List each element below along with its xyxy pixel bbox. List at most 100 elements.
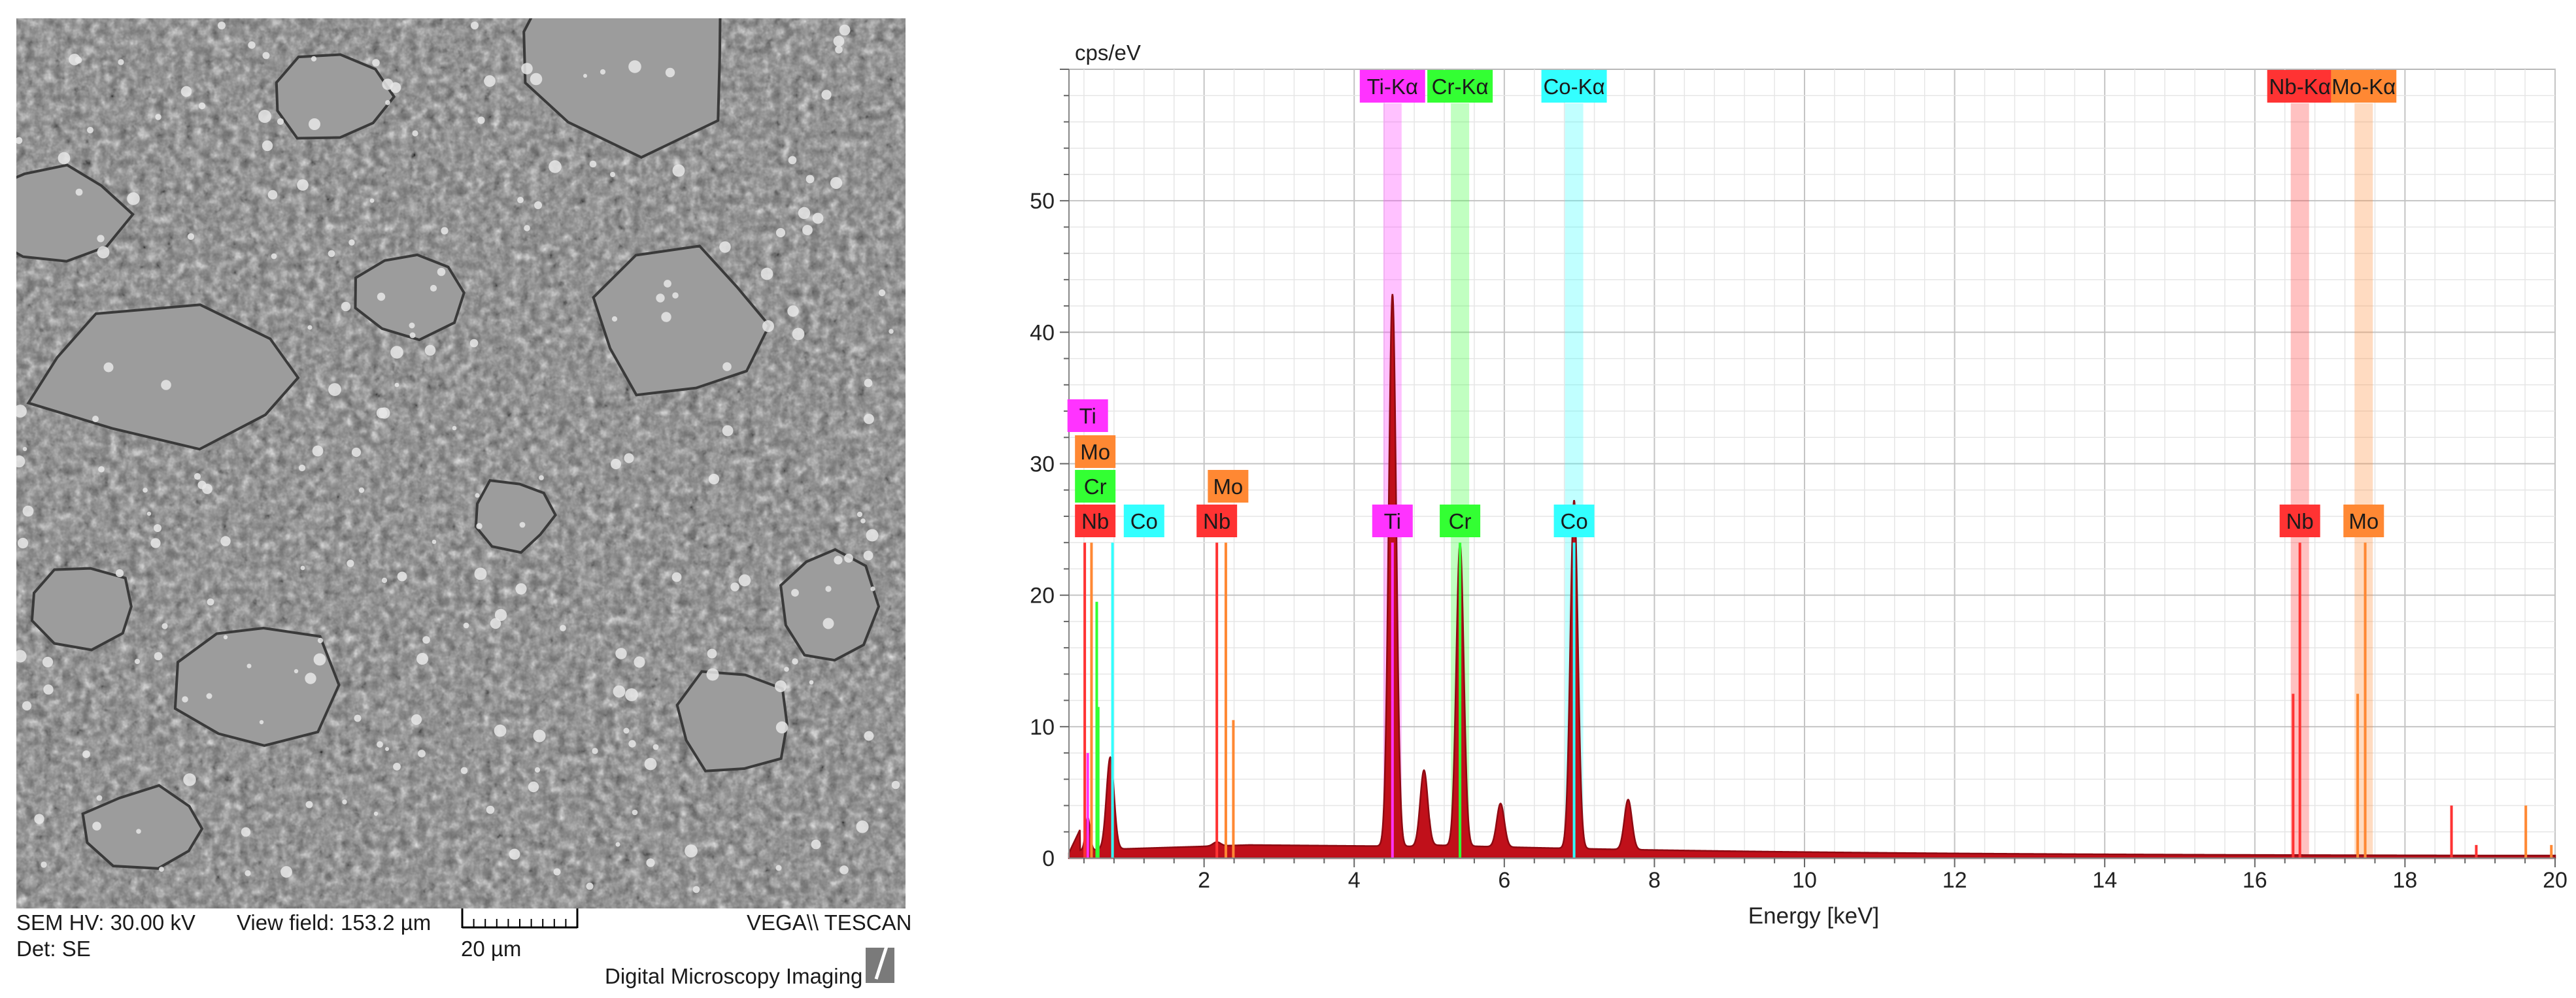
sem-speck	[856, 820, 869, 833]
sem-speck	[802, 225, 813, 235]
sem-speck	[206, 693, 212, 699]
sem-speck	[634, 656, 645, 668]
svg-text:Cr: Cr	[1084, 474, 1107, 499]
sem-speck	[452, 425, 457, 431]
sem-speck	[390, 346, 403, 359]
sem-speck	[418, 750, 426, 757]
kalpha-label: Co-Kα	[1541, 70, 1607, 103]
kalpha-label: Cr-Kα	[1427, 70, 1493, 103]
sem-speck	[379, 407, 390, 419]
sem-speck	[844, 554, 853, 563]
element-marker-lines	[1083, 542, 2553, 858]
sem-speck	[245, 870, 251, 876]
sem-speck	[22, 505, 34, 517]
sem-speck	[348, 239, 355, 246]
sem-speck	[864, 414, 874, 424]
sem-speck	[625, 688, 638, 701]
sem-speck	[161, 380, 171, 390]
sem-detector-text: Det: SE	[16, 937, 91, 961]
sem-speck	[839, 865, 849, 874]
sem-speck	[369, 198, 375, 203]
sem-particle	[26, 303, 300, 451]
sem-speck	[354, 714, 362, 722]
sem-speck	[490, 618, 501, 629]
x-tick-label: 14	[2092, 868, 2117, 893]
sem-speck	[441, 227, 449, 235]
sem-speck	[788, 156, 797, 165]
sem-speck	[280, 866, 292, 878]
sem-speck	[307, 325, 313, 330]
svg-text:Nb: Nb	[1203, 509, 1230, 533]
kalpha-label: Mo-Kα	[2331, 70, 2397, 103]
sem-speck	[560, 625, 566, 631]
sem-speck	[424, 344, 436, 356]
sem-speck	[328, 383, 341, 396]
sem-speck	[870, 586, 875, 591]
sem-speck	[671, 572, 682, 582]
element-label: Co	[1553, 505, 1595, 537]
sem-speck	[342, 799, 347, 805]
sem-speck	[297, 179, 309, 191]
sem-speck	[412, 130, 418, 137]
sem-speck	[722, 362, 732, 371]
sem-speck	[207, 598, 214, 606]
spectrum-area	[1068, 293, 2556, 859]
sem-footer-text: Digital Microscopy Imaging	[605, 964, 863, 988]
x-tick-label: 12	[1942, 868, 1967, 893]
sem-speck	[775, 227, 786, 238]
sem-speck	[792, 658, 798, 665]
sem-speck	[672, 292, 679, 299]
sem-speck	[811, 839, 821, 850]
element-label: Ti	[1067, 399, 1108, 432]
sem-speck	[628, 60, 641, 73]
sem-speck	[469, 339, 479, 348]
sem-speck	[707, 648, 717, 659]
sem-speck	[22, 701, 32, 711]
sem-speck	[103, 362, 114, 373]
sem-speck	[87, 127, 93, 133]
sem-speck	[615, 648, 627, 659]
sem-speck	[486, 805, 495, 814]
svg-text:Mo-Kα: Mo-Kα	[2331, 75, 2396, 99]
sem-speck	[146, 511, 152, 516]
sem-speck	[267, 190, 278, 200]
sem-speck	[248, 41, 256, 49]
sem-speck	[615, 842, 620, 847]
svg-text:Mo: Mo	[1213, 474, 1243, 499]
sem-speck	[258, 110, 271, 123]
sem-speck	[494, 608, 507, 622]
sem-speck	[437, 267, 446, 276]
sem-speck	[182, 696, 188, 703]
sem-speck	[611, 316, 618, 322]
sem-hv-text: SEM HV: 30.00 kV	[16, 910, 195, 935]
sem-speck	[835, 46, 843, 54]
sem-speck	[75, 56, 82, 64]
sem-speck	[17, 537, 29, 549]
sem-speck	[812, 212, 824, 224]
sem-speck	[878, 289, 886, 297]
sem-scale-bar	[461, 908, 579, 929]
element-label: Ti	[1372, 505, 1413, 537]
sem-speck	[313, 653, 326, 666]
sem-speck	[34, 814, 44, 824]
sem-speck	[305, 801, 313, 808]
sem-speck	[792, 327, 805, 341]
sem-speck	[787, 305, 799, 317]
sem-speck	[312, 445, 324, 457]
sem-speck	[377, 741, 383, 748]
sem-speck	[821, 90, 832, 100]
sem-speck	[298, 464, 306, 472]
sem-speck	[347, 559, 354, 567]
sem-speck	[16, 455, 25, 468]
sem-speck	[791, 589, 799, 597]
sem-particle	[30, 567, 133, 652]
svg-text:Cr: Cr	[1449, 509, 1472, 533]
sem-speck	[262, 52, 270, 59]
element-label: Cr	[1075, 470, 1116, 503]
sem-particle	[675, 670, 788, 773]
sem-speck	[589, 160, 597, 168]
sem-speck	[463, 622, 469, 629]
sem-speck	[305, 673, 316, 684]
kalpha-label: Ti-Kα	[1359, 70, 1425, 103]
sem-speck	[656, 293, 665, 303]
